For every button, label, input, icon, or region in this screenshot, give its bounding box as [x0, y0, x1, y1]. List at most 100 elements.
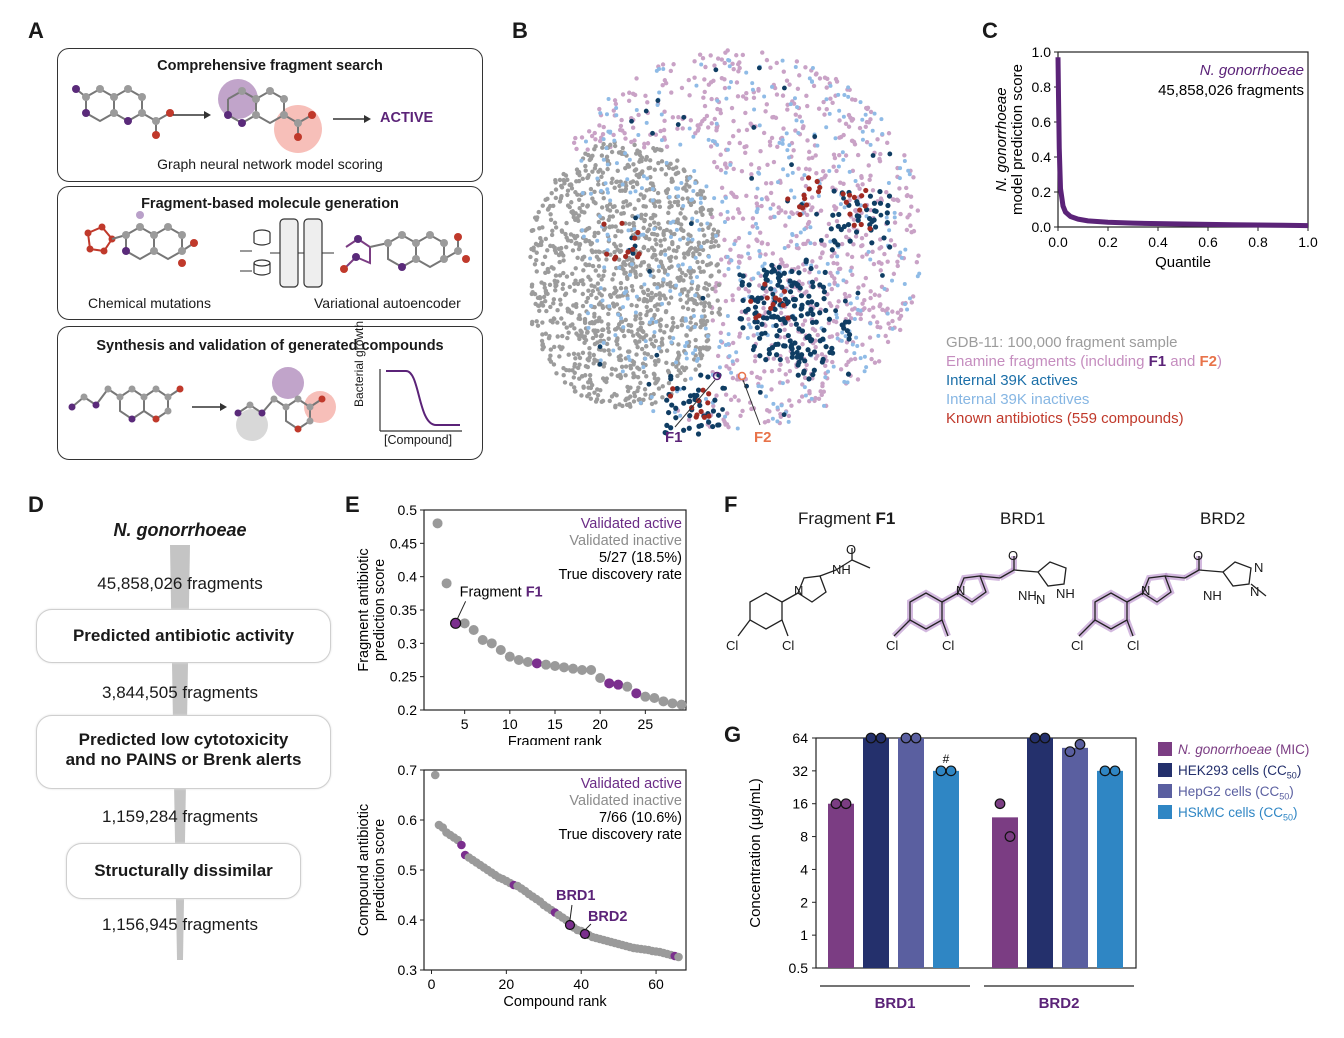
enamine-point [619, 117, 624, 123]
active-point [698, 372, 704, 378]
inactive-point [789, 188, 794, 193]
inactive-point [786, 419, 791, 424]
enamine-point [735, 377, 740, 382]
antibiotic-point [858, 221, 864, 228]
gdb-point [650, 255, 655, 260]
enamine-point [700, 56, 706, 61]
gdb-point [644, 304, 649, 310]
enamine-point [722, 85, 728, 91]
e1-inactive-point [676, 699, 687, 710]
active-point [687, 393, 694, 399]
gdb-point [649, 341, 655, 347]
gdb-point [716, 310, 721, 315]
gdb-point [627, 349, 632, 354]
inactive-point [717, 365, 722, 370]
active-point [810, 372, 816, 378]
active-point [750, 347, 756, 353]
gdb-point [717, 306, 722, 311]
gdb-point [646, 263, 652, 268]
gdb-point [710, 286, 715, 292]
gdb-point [674, 364, 679, 369]
enamine-point [728, 247, 733, 252]
enamine-point [730, 293, 735, 298]
inactive-point [841, 157, 846, 162]
inactive-point [612, 138, 617, 143]
gdb-point [658, 349, 664, 354]
g-bar [1062, 747, 1088, 968]
gdb-point [580, 350, 586, 356]
g-ytick-label: 64 [792, 730, 808, 746]
enamine-point [853, 208, 859, 213]
antibiotic-point [847, 211, 853, 217]
active-point [681, 114, 687, 120]
enamine-point [819, 392, 824, 398]
enamine-point [709, 121, 714, 126]
inactive-point [772, 288, 777, 293]
enamine-point [765, 162, 770, 168]
e1-legend-inactive: Validated inactive [569, 533, 682, 549]
gdb-point [589, 319, 595, 325]
c-xlabel: Quantile [1155, 254, 1211, 271]
gdb-point [656, 160, 661, 166]
enamine-point [727, 140, 732, 146]
active-point [633, 215, 639, 221]
enamine-point [886, 321, 891, 326]
gdb-point [640, 361, 646, 366]
e2-ytick-label: 0.6 [398, 812, 418, 828]
gdb-point [618, 188, 623, 193]
gdb-point [654, 241, 659, 247]
c-ytick-label: 0.0 [1032, 219, 1052, 235]
gdb-point [618, 280, 624, 286]
gdb-point [638, 335, 643, 340]
gdb-point [698, 222, 704, 227]
enamine-point [758, 148, 763, 154]
gdb-point [662, 237, 667, 242]
synthesis-diagram [68, 367, 462, 441]
gdb-point [647, 165, 653, 171]
active-point [886, 193, 893, 199]
gdb-point [637, 159, 642, 164]
enamine-point [743, 286, 748, 292]
e2-rate: 7/66 (10.6%) [599, 810, 682, 826]
e1-f1-leader [457, 601, 467, 619]
e2-xtick-label: 60 [648, 976, 664, 992]
enamine-point [713, 284, 718, 289]
active-point [830, 350, 836, 356]
gdb-point [635, 365, 640, 370]
enamine-point [895, 263, 900, 269]
enamine-point [748, 162, 754, 167]
enamine-point [867, 335, 873, 340]
enamine-point [816, 396, 822, 401]
brd1-atom-cl2: Cl [942, 638, 955, 653]
tsne-label-f1: F1 [665, 429, 683, 446]
active-point [646, 381, 652, 387]
gdb-point [696, 294, 701, 299]
enamine-point [730, 375, 736, 381]
gdb-point [688, 271, 693, 276]
gdb-point [634, 341, 639, 346]
gdb-point [675, 170, 681, 175]
gdb-point [633, 274, 639, 280]
gdb-point [667, 335, 673, 340]
gdb-point [684, 250, 690, 256]
antibiotic-point [670, 386, 676, 392]
antibiotic-point [698, 408, 704, 415]
inactive-point [627, 358, 632, 363]
gdb-point [553, 195, 559, 201]
enamine-point [643, 93, 648, 99]
enamine-point [768, 65, 773, 70]
gdb-point [607, 352, 612, 357]
panel-label-e: E [345, 492, 360, 517]
enamine-point [764, 195, 769, 200]
inactive-point [623, 151, 628, 156]
enamine-point [740, 216, 746, 221]
inactive-point [840, 330, 845, 335]
tsne-embedding-plot [528, 48, 922, 437]
enamine-point [855, 311, 860, 316]
molecule-generation-title: Fragment-based molecule generation [141, 196, 399, 212]
gdb-point [668, 284, 673, 289]
enamine-point [711, 403, 716, 409]
active-point [866, 215, 873, 222]
inactive-point [661, 66, 666, 71]
enamine-point [882, 251, 887, 257]
